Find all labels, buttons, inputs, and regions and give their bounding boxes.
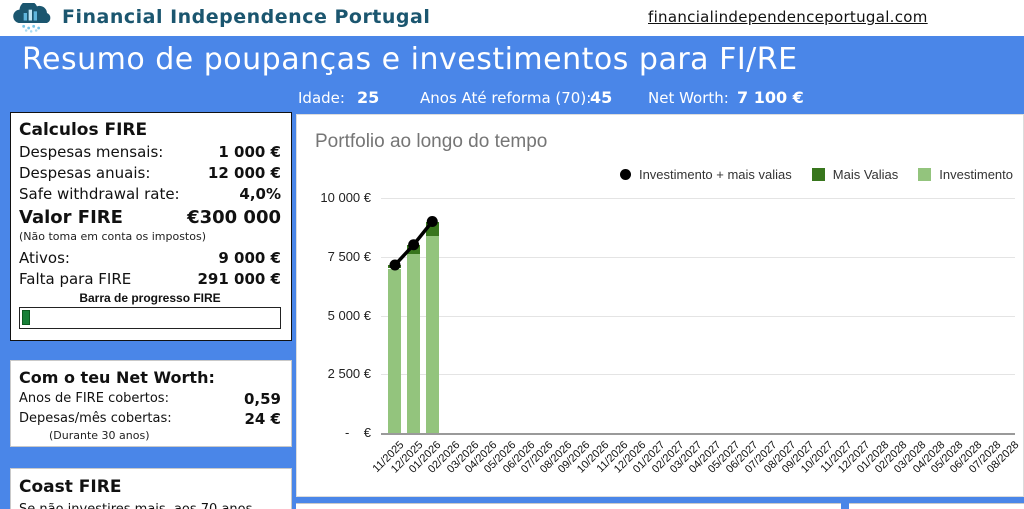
bar-mais-valias[interactable]	[388, 264, 402, 269]
duration-note: (Durante 30 anos)	[49, 429, 150, 442]
expenses-annual-value: 12 000 €	[207, 164, 281, 182]
y-axis-tick-label: 7 500 €	[327, 248, 371, 264]
age-value: 25	[357, 88, 380, 107]
fire-number-row: Valor FIRE €300 000	[19, 205, 281, 230]
bar-mais-valias[interactable]	[407, 244, 421, 254]
networth-panel: Com o teu Net Worth: Anos de FIRE cobert…	[10, 360, 292, 447]
legend-label: Mais Valias	[832, 167, 899, 182]
expenses-monthly-value: 1 000 €	[218, 143, 281, 161]
legend-square-marker-icon	[811, 168, 825, 181]
bar-investimento[interactable]	[425, 236, 439, 433]
networth-value: 7 100 €	[737, 88, 804, 107]
brand-logo-icon	[12, 0, 52, 37]
taxes-note: (Não toma em conta os impostos)	[19, 230, 206, 243]
expenses-annual-row: Despesas anuais: 12 000 €	[19, 163, 281, 184]
expenses-annual-label: Despesas anuais:	[19, 164, 151, 182]
portfolio-chart-card: Portfolio ao longo do tempo Investimento…	[296, 114, 1024, 497]
gridline	[381, 315, 1015, 317]
expenses-monthly-row: Despesas mensais: 1 000 €	[19, 142, 281, 163]
legend-item: Investimento + mais valias	[619, 167, 792, 182]
fire-number-value: €300 000	[187, 207, 281, 228]
legend-label: Investimento	[939, 167, 1013, 182]
remaining-to-fire-row: Falta para FIRE 291 000 €	[19, 269, 281, 290]
remaining-to-fire-value: 291 000 €	[197, 270, 281, 288]
fire-years-covered-row: Anos de FIRE cobertos: 0,59	[19, 389, 281, 409]
age-label: Idade:	[298, 89, 345, 107]
networth-label: Net Worth:	[648, 89, 729, 107]
swr-row: Safe withdrawal rate: 4,0%	[19, 184, 281, 205]
y-axis-tick-label: 10 000 €	[320, 190, 371, 205]
site-link[interactable]: financialindependenceportugal.com	[648, 8, 928, 26]
fire-number-label: Valor FIRE	[19, 207, 123, 228]
legend-label: Investimento + mais valias	[638, 167, 792, 182]
bottom-right-card-partial	[849, 503, 1024, 509]
chart-legend: Investimento + mais valias Mais Valias Inv…	[619, 167, 1013, 182]
years-to-retirement-value: 45	[590, 88, 613, 107]
bottom-left-card-partial	[296, 503, 841, 509]
remaining-to-fire-label: Falta para FIRE	[19, 270, 132, 288]
networth-panel-title: Com o teu Net Worth:	[19, 368, 215, 387]
assets-value: 9 000 €	[218, 249, 281, 267]
expenses-covered-label: Depesas/mês cobertas:	[19, 411, 172, 426]
legend-item: Mais Valias	[811, 167, 899, 182]
fire-years-covered-value: 0,59	[243, 390, 281, 408]
y-axis-tick-label: 5 000 €	[327, 307, 371, 323]
coast-fire-title: Coast FIRE	[19, 477, 122, 497]
gridline	[381, 374, 1015, 376]
assets-label: Ativos:	[19, 249, 70, 267]
swr-label: Safe withdrawal rate:	[19, 185, 180, 203]
top-header-bar: Financial Independence Portugal financia…	[0, 0, 1024, 36]
coast-fire-panel: Coast FIRE Se não investires mais, aos 7…	[10, 468, 292, 509]
bar-mais-valias[interactable]	[425, 221, 439, 237]
fire-progress-label: Barra de progresso FIRE	[79, 291, 221, 305]
x-axis-line	[381, 433, 1015, 435]
fire-progress-bar	[19, 307, 281, 329]
assets-row: Ativos: 9 000 €	[19, 248, 281, 269]
legend-square-marker-icon	[918, 168, 932, 181]
expenses-monthly-label: Despesas mensais:	[19, 143, 164, 161]
gridline	[381, 256, 1015, 258]
legend-circle-marker-icon	[619, 169, 631, 180]
expenses-covered-row: Depesas/mês cobertas: 24 €	[19, 409, 281, 429]
bar-investimento[interactable]	[388, 268, 402, 433]
chart-title: Portfolio ao longo do tempo	[315, 131, 548, 152]
coast-fire-subtitle: Se não investires mais, aos 70 anos tens…	[19, 501, 281, 509]
fire-progress-fill	[22, 310, 30, 325]
years-to-retirement-label: Anos Até reforma (70):	[420, 89, 592, 107]
page-title: Resumo de poupanças e investimentos para…	[22, 42, 798, 77]
brand-title: Financial Independence Portugal	[62, 6, 431, 28]
expenses-covered-value: 24 €	[244, 410, 281, 428]
y-axis-tick-label: 2 500 €	[327, 366, 371, 382]
legend-item: Investimento	[918, 167, 1013, 182]
fire-calculations-panel: Calculos FIRE Despesas mensais: 1 000 € …	[10, 112, 292, 341]
bar-investimento[interactable]	[407, 253, 421, 433]
gridline	[381, 198, 1015, 199]
fire-panel-title: Calculos FIRE	[19, 120, 148, 140]
fire-years-covered-label: Anos de FIRE cobertos:	[19, 391, 169, 406]
swr-value: 4,0%	[239, 185, 281, 203]
y-axis-tick-label: - €	[344, 425, 371, 440]
